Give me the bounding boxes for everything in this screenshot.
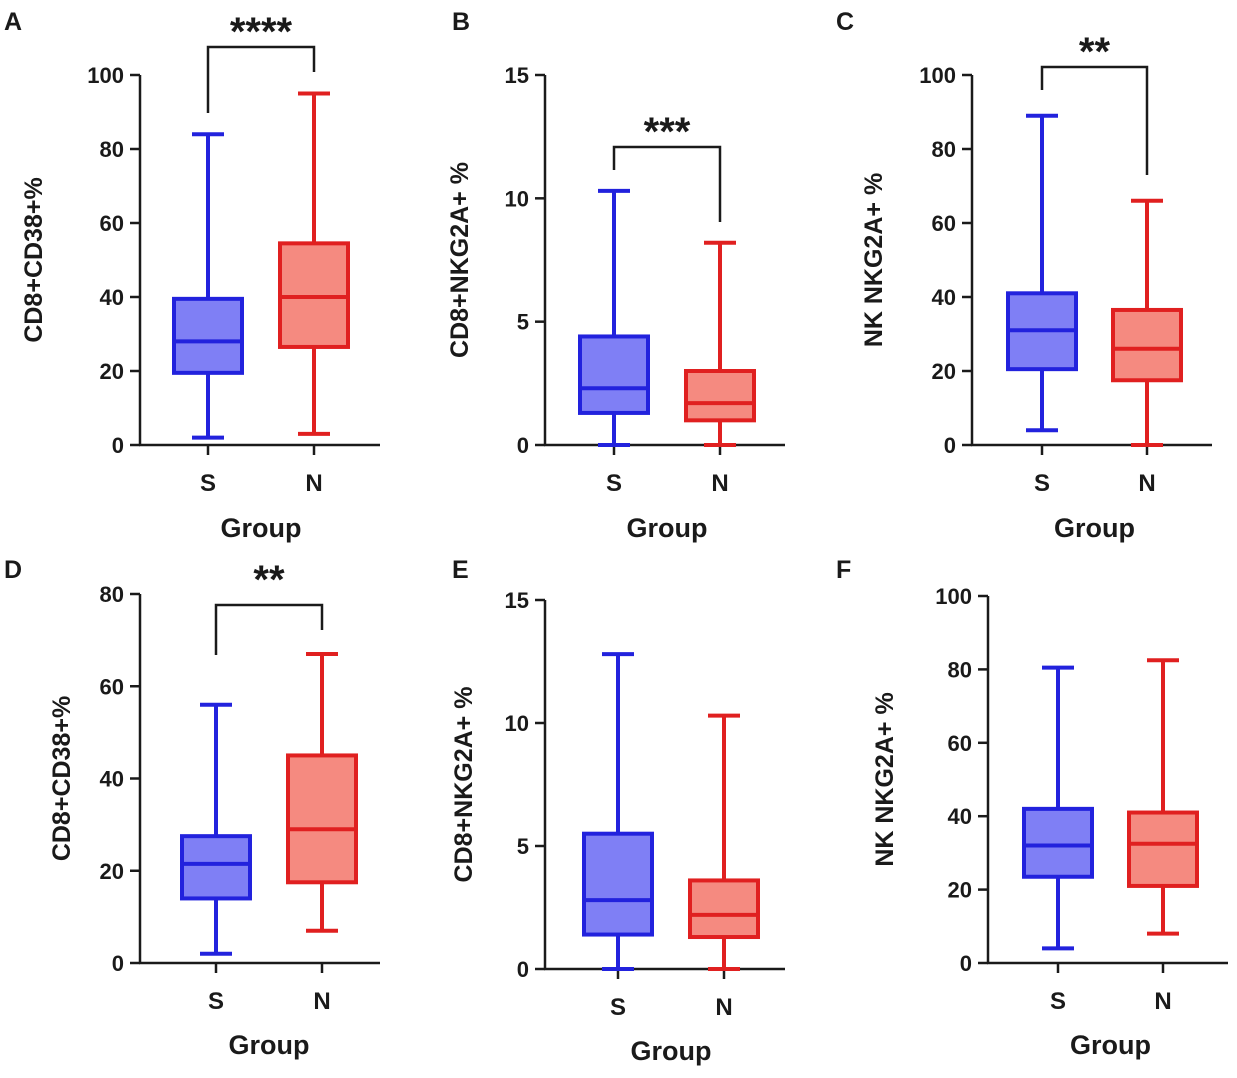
x-tick-label: S	[610, 994, 626, 1021]
y-tick-label: 20	[100, 359, 124, 384]
panel-letter: B	[452, 8, 470, 36]
iqr-box	[1127, 810, 1199, 888]
y-tick-label: 0	[517, 957, 529, 982]
y-tick-label: 60	[948, 731, 972, 756]
y-tick-label: 20	[948, 878, 972, 903]
y-tick-label: 60	[932, 211, 956, 236]
y-axis-label: NK NKG2A+ %	[871, 692, 899, 866]
x-axis-label: Group	[1070, 1030, 1151, 1060]
y-tick-label: 0	[944, 433, 956, 458]
box-s: S	[1022, 665, 1094, 1015]
box-s: S	[1006, 113, 1078, 497]
x-axis-label: Group	[627, 513, 708, 543]
x-tick-label: S	[208, 988, 224, 1015]
x-axis-label: Group	[221, 513, 302, 543]
x-tick-label: N	[313, 988, 330, 1015]
panel-letter: D	[4, 556, 22, 584]
box-n: N	[688, 713, 760, 1021]
iqr-box	[1022, 806, 1094, 879]
y-tick-label: 0	[112, 951, 124, 976]
y-axis-label: CD8+NKG2A+ %	[446, 162, 474, 358]
significance-stars: **	[253, 558, 285, 602]
y-tick-label: 20	[932, 359, 956, 384]
significance-bracket	[612, 145, 722, 222]
iqr-box	[180, 834, 252, 901]
significance-stars: ****	[230, 10, 293, 54]
panel-letter: F	[836, 556, 851, 584]
y-tick-label: 100	[87, 63, 124, 88]
iqr-box	[286, 753, 358, 885]
x-tick-label: S	[200, 470, 216, 497]
significance-bracket	[214, 603, 324, 655]
y-tick-label: 20	[100, 859, 124, 884]
y-tick-label: 40	[932, 285, 956, 310]
y-tick-label: 80	[948, 657, 972, 682]
y-tick-label: 60	[100, 211, 124, 236]
x-tick-label: N	[1154, 988, 1171, 1015]
iqr-box	[582, 831, 654, 937]
iqr-box	[172, 296, 244, 375]
y-tick-label: 100	[935, 584, 972, 609]
iqr-box	[578, 334, 650, 415]
y-tick-label: 80	[100, 137, 124, 162]
y-tick-label: 15	[505, 588, 529, 613]
y-tick-label: 60	[100, 674, 124, 699]
significance-stars: **	[1079, 30, 1111, 74]
x-axis-label: Group	[631, 1036, 712, 1066]
y-tick-label: 10	[505, 186, 529, 211]
significance-stars: ***	[644, 110, 691, 154]
iqr-box	[684, 369, 756, 423]
x-tick-label: N	[715, 994, 732, 1021]
box-n: N	[1111, 198, 1183, 497]
y-tick-label: 0	[112, 433, 124, 458]
box-n: N	[278, 91, 350, 497]
box-s: S	[180, 702, 252, 1015]
x-tick-label: S	[606, 470, 622, 497]
box-n: N	[286, 651, 358, 1015]
y-tick-label: 5	[517, 834, 529, 859]
y-tick-label: 80	[932, 137, 956, 162]
y-tick-label: 40	[100, 767, 124, 792]
panel-letter: C	[836, 8, 854, 36]
y-tick-label: 40	[100, 285, 124, 310]
box-s: S	[578, 188, 650, 497]
iqr-box	[688, 878, 760, 940]
box-n: N	[1127, 658, 1199, 1015]
y-axis-label: CD8+NKG2A+ %	[450, 687, 478, 883]
x-tick-label: S	[1034, 470, 1050, 497]
iqr-box	[1111, 307, 1183, 383]
significance-bracket	[206, 45, 316, 113]
significance-bracket	[1040, 65, 1149, 175]
y-tick-label: 0	[517, 433, 529, 458]
box-n: N	[684, 240, 756, 497]
y-tick-label: 80	[100, 582, 124, 607]
y-tick-label: 0	[960, 951, 972, 976]
x-tick-label: N	[305, 470, 322, 497]
y-tick-label: 5	[517, 310, 529, 335]
x-axis-label: Group	[1054, 513, 1135, 543]
y-axis-label: CD8+CD38+%	[48, 696, 76, 861]
x-axis-label: Group	[229, 1030, 310, 1060]
y-tick-label: 100	[919, 63, 956, 88]
panel-letter: A	[4, 8, 22, 36]
y-axis-label: NK NKG2A+ %	[860, 173, 888, 347]
y-axis-label: CD8+CD38+%	[20, 177, 48, 342]
y-tick-label: 10	[505, 711, 529, 736]
panel-letter: E	[452, 556, 469, 584]
x-tick-label: S	[1050, 988, 1066, 1015]
y-tick-label: 40	[948, 804, 972, 829]
y-tick-label: 15	[505, 63, 529, 88]
box-s: S	[172, 132, 244, 497]
x-tick-label: N	[711, 470, 728, 497]
x-tick-label: N	[1138, 470, 1155, 497]
box-s: S	[582, 652, 654, 1021]
